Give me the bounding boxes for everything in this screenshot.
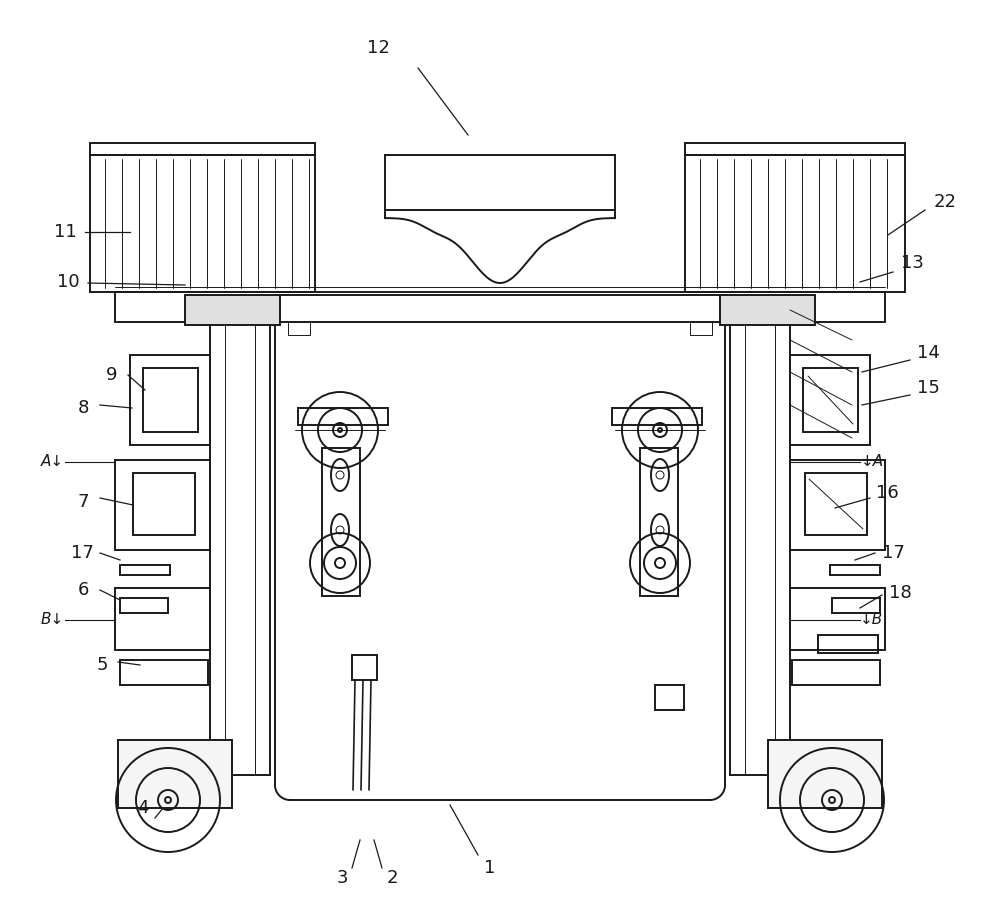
Text: 13: 13 — [901, 254, 923, 272]
Bar — [130, 355, 210, 445]
Bar — [818, 635, 878, 653]
Text: B↓: B↓ — [40, 613, 64, 628]
Bar — [640, 448, 678, 596]
Text: A↓: A↓ — [40, 454, 64, 470]
Bar — [90, 143, 315, 155]
Text: 6: 6 — [77, 581, 89, 599]
Text: 4: 4 — [137, 799, 149, 817]
Bar — [790, 355, 870, 445]
Text: 10: 10 — [57, 273, 79, 291]
Text: ↓A: ↓A — [860, 454, 884, 470]
Bar — [685, 155, 905, 292]
Bar — [90, 155, 315, 292]
Text: 8: 8 — [77, 399, 89, 417]
Bar — [288, 322, 310, 335]
Bar — [298, 408, 388, 425]
Text: 9: 9 — [106, 366, 118, 384]
Text: 22: 22 — [934, 193, 956, 211]
Text: 15: 15 — [917, 379, 939, 397]
Bar — [185, 295, 280, 325]
Bar — [118, 740, 232, 808]
Text: 1: 1 — [484, 859, 496, 877]
Bar — [655, 685, 684, 710]
Text: 17: 17 — [882, 544, 904, 562]
Bar — [690, 322, 712, 335]
Text: ↓B: ↓B — [860, 613, 884, 628]
Bar — [790, 588, 885, 650]
Bar — [133, 473, 195, 535]
Bar — [830, 565, 880, 575]
Bar — [115, 292, 885, 322]
Bar — [768, 740, 882, 808]
Bar — [730, 322, 790, 775]
Bar — [115, 460, 210, 550]
Bar — [792, 660, 880, 685]
Text: 11: 11 — [54, 223, 76, 241]
Bar — [115, 588, 210, 650]
Bar — [210, 322, 270, 775]
Bar — [120, 598, 168, 613]
Bar — [612, 408, 702, 425]
Text: 14: 14 — [917, 344, 939, 362]
Text: 7: 7 — [77, 493, 89, 511]
Bar — [803, 368, 858, 432]
Bar — [832, 598, 880, 613]
Bar — [685, 143, 905, 155]
Bar — [322, 448, 360, 596]
Bar — [352, 655, 377, 680]
Bar — [143, 368, 198, 432]
Bar — [120, 660, 208, 685]
Bar — [805, 473, 867, 535]
Text: 2: 2 — [386, 869, 398, 887]
Text: 18: 18 — [889, 584, 911, 602]
Text: 17: 17 — [71, 544, 93, 562]
Text: 5: 5 — [96, 656, 108, 674]
Bar — [790, 460, 885, 550]
Text: 16: 16 — [876, 484, 898, 502]
Bar — [720, 295, 815, 325]
Text: 3: 3 — [336, 869, 348, 887]
Text: 12: 12 — [367, 39, 389, 57]
Bar — [120, 565, 170, 575]
Bar — [385, 155, 615, 210]
